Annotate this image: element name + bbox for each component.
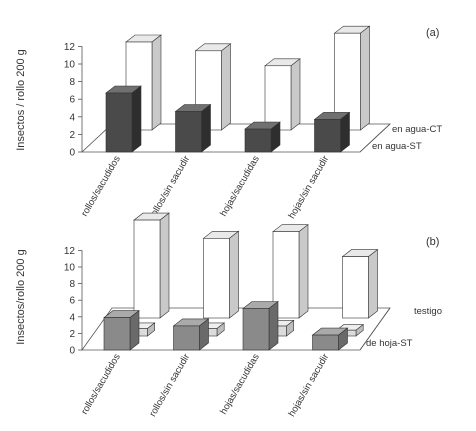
y-tick-label: 4 — [69, 112, 75, 123]
chart-panel-a: (a) Insectos / rollo 200 g 0 2 4 6 8 10 12 roll… — [15, 25, 442, 221]
bar-front-1 — [172, 318, 210, 351]
bar-back-3 — [341, 248, 379, 319]
y-tick-label: 12 — [64, 42, 76, 53]
x-category-label: hojas/sacudidas — [218, 352, 262, 417]
x-category-label: hojas/sacudidas — [218, 154, 262, 219]
x-category-label: rollos/sacudidos — [79, 352, 123, 417]
bar-front-2 — [242, 300, 279, 351]
y-tick-label: 8 — [69, 279, 75, 290]
y-axis-label-b: Insectos/rollo 200 g — [15, 249, 27, 344]
bar-front-1 — [174, 103, 212, 153]
panel-label-a: (a) — [426, 27, 439, 39]
bar-front-0 — [105, 85, 142, 153]
bar-front-0 — [103, 309, 140, 351]
x-category-label: hojas/sin sacudir — [286, 154, 331, 221]
bar-front-2 — [244, 121, 281, 153]
series-label: en agua-ST — [372, 141, 422, 152]
y-tick-label: 6 — [69, 296, 75, 307]
y-tick-label: 0 — [69, 148, 75, 159]
depth-axis-line — [359, 123, 391, 153]
bar-front-3 — [313, 111, 351, 153]
series-label: de hoja-ST — [366, 338, 413, 349]
x-category-label: rollos/sin sacudir — [147, 154, 192, 221]
y-tick-label: 10 — [64, 60, 76, 71]
y-tick-label: 8 — [69, 77, 75, 88]
y-tick-label: 2 — [69, 329, 75, 340]
y-tick-label: 10 — [64, 263, 76, 274]
y-tick-label: 2 — [69, 130, 75, 141]
x-category-label: hojas/sin sacudir — [286, 352, 331, 419]
y-tick-label: 0 — [69, 346, 75, 357]
bar-back-0 — [125, 34, 162, 131]
x-category-label: rollos/sacudidos — [79, 154, 123, 219]
depth-axis-line — [359, 307, 391, 351]
y-tick-label: 4 — [69, 312, 75, 323]
y-tick-label: 12 — [64, 246, 76, 257]
bar-back-1 — [202, 230, 240, 319]
x-category-label: rollos/sin sacudir — [147, 352, 192, 419]
series-label: en agua-CT — [392, 124, 442, 135]
bar-back-2 — [264, 58, 301, 131]
bar-back-0 — [133, 212, 170, 319]
chart-panel-b: (b) Insectos/rollo 200 g 0 2 4 6 8 10 12 rollos… — [15, 212, 442, 419]
y-axis-label-a: Insectos / rollo 200 g — [15, 49, 27, 151]
panel-label-b: (b) — [426, 236, 439, 248]
bar-front-3 — [311, 327, 349, 351]
y-tick-label: 6 — [69, 95, 75, 106]
series-label: testigo — [414, 306, 442, 317]
